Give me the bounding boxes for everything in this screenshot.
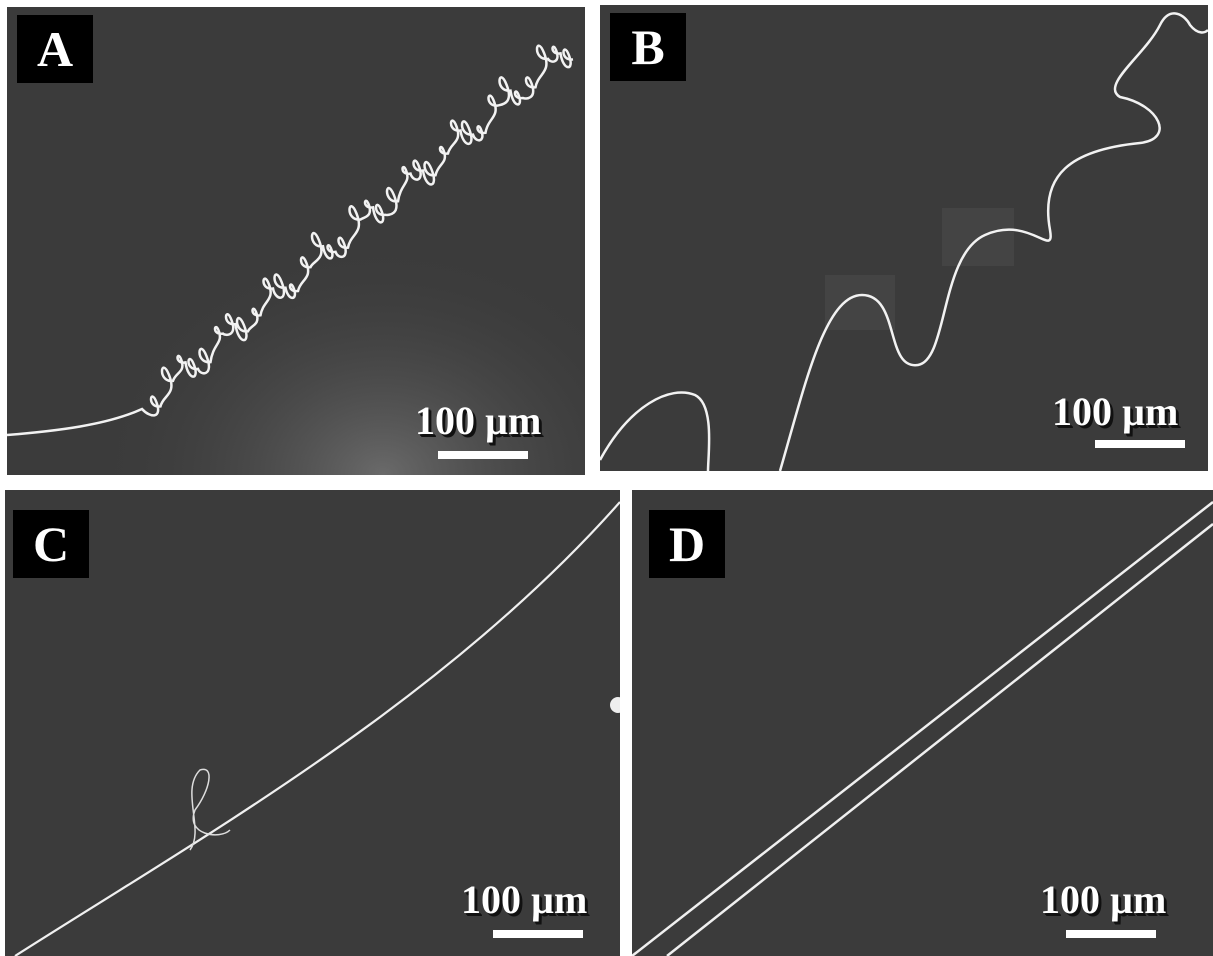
panel: D 100 µm	[632, 490, 1213, 956]
panel-label: B	[610, 13, 686, 81]
fiber	[7, 44, 574, 437]
scale-text: 100 µm	[415, 398, 542, 443]
fiber	[666, 523, 1213, 956]
panel-label: C	[13, 510, 89, 578]
scale-bar	[438, 451, 528, 459]
micrograph	[14, 501, 620, 956]
panel: C 100 µm	[5, 490, 620, 956]
scale-text: 100 µm	[1040, 877, 1167, 922]
artifact	[942, 208, 1014, 266]
scale-bar	[493, 930, 583, 938]
micrograph	[600, 12, 1208, 471]
glare	[610, 697, 620, 713]
fiber	[632, 501, 1213, 956]
micrograph	[7, 7, 585, 475]
scale-text: 100 µm	[461, 877, 588, 922]
panel-label: D	[649, 510, 725, 578]
panel: B 100 µm	[600, 5, 1208, 471]
artifact	[825, 275, 895, 330]
panel: A 100 µm	[7, 7, 585, 475]
fiber-tangle	[189, 768, 231, 851]
fiber	[14, 501, 620, 956]
scale-bar	[1066, 930, 1156, 938]
panel-label: A	[17, 15, 93, 83]
scale-text: 100 µm	[1052, 389, 1179, 434]
background	[7, 7, 585, 475]
micrograph	[632, 501, 1213, 956]
scale-bar	[1095, 440, 1185, 448]
fiber	[778, 12, 1208, 471]
fiber	[600, 391, 711, 471]
